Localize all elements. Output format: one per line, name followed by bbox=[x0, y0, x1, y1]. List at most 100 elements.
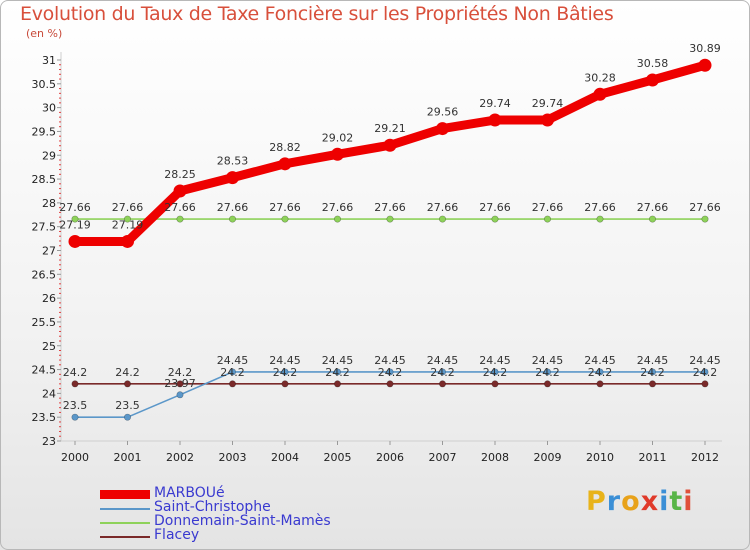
data-point bbox=[386, 368, 394, 376]
data-point bbox=[386, 380, 394, 388]
data-label: 27.66 bbox=[374, 201, 406, 214]
logo-letter: o bbox=[621, 486, 641, 517]
data-point bbox=[124, 380, 132, 388]
data-point bbox=[648, 215, 656, 223]
legend-label: MARBOUé bbox=[154, 485, 225, 501]
data-point bbox=[438, 215, 446, 223]
logo-letter: i bbox=[683, 486, 694, 517]
data-label: 24.2 bbox=[168, 366, 193, 379]
data-label: 24.2 bbox=[220, 366, 245, 379]
x-tick-label: 2003 bbox=[219, 451, 247, 464]
data-point bbox=[438, 380, 446, 388]
data-label: 24.2 bbox=[588, 366, 613, 379]
data-label: 27.66 bbox=[112, 201, 144, 214]
data-label: 29.56 bbox=[427, 106, 459, 119]
x-tick-label: 2000 bbox=[61, 451, 89, 464]
data-label: 24.45 bbox=[689, 354, 721, 367]
data-label: 27.19 bbox=[112, 218, 144, 231]
data-label: 24.2 bbox=[115, 366, 140, 379]
x-tick-label: 2011 bbox=[639, 451, 667, 464]
data-label: 30.89 bbox=[689, 42, 721, 55]
data-point bbox=[491, 368, 499, 376]
chart-title: Evolution du Taux de Taxe Foncière sur l… bbox=[20, 3, 614, 25]
x-tick-label: 2006 bbox=[376, 451, 404, 464]
y-tick-label: 30 bbox=[42, 102, 56, 115]
data-point bbox=[121, 234, 134, 248]
y-tick-label: 23.5 bbox=[32, 411, 57, 424]
data-label: 24.45 bbox=[217, 354, 249, 367]
data-label: 24.45 bbox=[637, 354, 669, 367]
data-point bbox=[71, 413, 79, 421]
data-label: 24.2 bbox=[535, 366, 560, 379]
data-label: 24.45 bbox=[427, 354, 459, 367]
data-label: 27.66 bbox=[479, 201, 511, 214]
data-label: 23.97 bbox=[164, 377, 196, 390]
data-point bbox=[543, 368, 551, 376]
data-point bbox=[488, 113, 502, 127]
data-label: 24.45 bbox=[322, 354, 354, 367]
data-point bbox=[543, 380, 551, 388]
data-point bbox=[176, 391, 184, 399]
data-label: 27.66 bbox=[584, 201, 616, 214]
logo-letter: x bbox=[640, 486, 660, 517]
data-point bbox=[124, 215, 132, 223]
y-tick-label: 25.5 bbox=[32, 316, 57, 329]
data-label: 24.45 bbox=[584, 354, 616, 367]
data-label: 30.58 bbox=[637, 57, 669, 70]
data-label: 24.45 bbox=[269, 354, 301, 367]
data-point bbox=[229, 368, 237, 376]
data-point bbox=[593, 87, 607, 101]
data-label: 24.2 bbox=[378, 366, 403, 379]
data-label: 29.02 bbox=[322, 131, 354, 144]
data-label: 28.25 bbox=[164, 168, 196, 181]
legend-swatch bbox=[100, 522, 150, 524]
y-tick-label: 25 bbox=[42, 340, 56, 353]
data-point bbox=[596, 380, 604, 388]
logo-letter: P bbox=[586, 486, 607, 517]
y-tick-label: 31 bbox=[42, 54, 56, 67]
y-tick-label: 27 bbox=[42, 245, 56, 258]
data-point bbox=[386, 215, 394, 223]
y-tick-label: 28 bbox=[42, 197, 56, 210]
data-label: 24.2 bbox=[273, 366, 298, 379]
logo-letter: t bbox=[669, 486, 684, 517]
data-label: 27.66 bbox=[59, 201, 91, 214]
y-tick-label: 29 bbox=[42, 149, 56, 162]
data-label: 23.5 bbox=[115, 399, 140, 412]
data-label: 27.66 bbox=[532, 201, 564, 214]
y-tick-label: 30.5 bbox=[32, 78, 57, 91]
proxiti-logo: Proxiti bbox=[586, 486, 694, 517]
data-label: 29.74 bbox=[532, 97, 564, 110]
data-point bbox=[173, 184, 187, 198]
data-point bbox=[71, 380, 79, 388]
data-point bbox=[648, 368, 656, 376]
data-point bbox=[646, 73, 659, 87]
data-label: 24.45 bbox=[374, 354, 406, 367]
y-tick-label: 24 bbox=[42, 387, 56, 400]
data-point bbox=[281, 368, 289, 376]
data-label: 27.19 bbox=[59, 218, 91, 231]
data-point bbox=[698, 58, 712, 72]
data-label: 27.66 bbox=[164, 201, 196, 214]
x-tick-label: 2005 bbox=[324, 451, 352, 464]
data-point bbox=[701, 368, 709, 376]
data-point bbox=[229, 215, 237, 223]
legend-swatch bbox=[100, 536, 150, 538]
data-point bbox=[68, 234, 82, 248]
data-point bbox=[596, 368, 604, 376]
data-label: 27.66 bbox=[427, 201, 459, 214]
legend-swatch bbox=[100, 508, 150, 510]
x-tick-label: 2009 bbox=[534, 451, 562, 464]
data-point bbox=[543, 215, 551, 223]
data-point bbox=[333, 215, 341, 223]
y-tick-label: 27.5 bbox=[32, 221, 57, 234]
data-label: 24.2 bbox=[63, 366, 88, 379]
y-tick-label: 24.5 bbox=[32, 364, 57, 377]
data-point bbox=[648, 380, 656, 388]
data-label: 24.45 bbox=[479, 354, 511, 367]
data-label: 24.45 bbox=[532, 354, 564, 367]
data-label: 29.21 bbox=[374, 122, 406, 135]
data-label: 24.2 bbox=[693, 366, 718, 379]
data-label: 29.74 bbox=[479, 97, 511, 110]
